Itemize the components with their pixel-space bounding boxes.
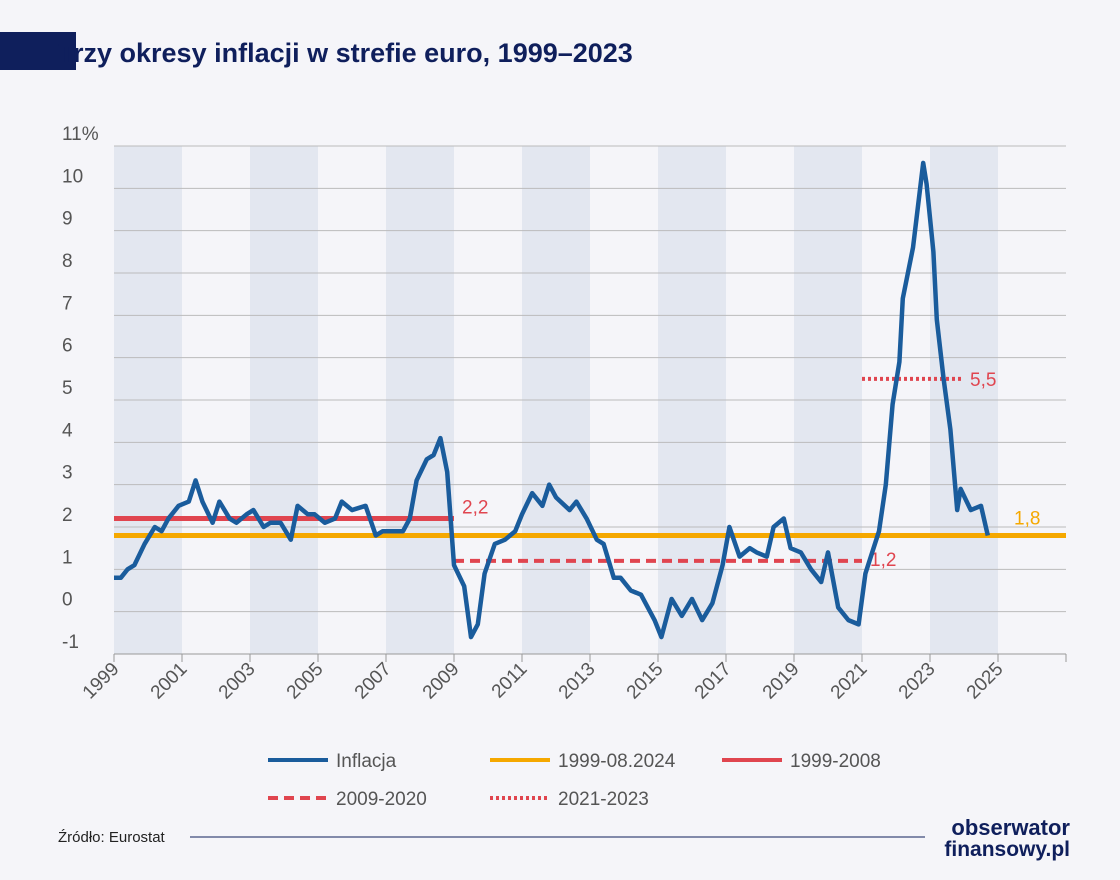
reference-label: 5,5 [970,370,996,391]
legend-label: 1999-2008 [790,751,881,772]
source: Źródło: Eurostat [58,829,166,846]
y-tick-label: -1 [62,632,79,653]
y-tick-label: 9 [62,209,73,230]
title-block [0,32,76,70]
y-tick-label: 5 [62,378,73,399]
logo-top: obserwator [951,815,1070,840]
y-tick-label: 0 [62,590,73,611]
y-tick-label: 1 [62,547,73,568]
legend-label: 2009-2020 [336,789,427,810]
x-tick-label: 2013 [555,659,600,704]
x-tick-label: 2023 [895,659,940,704]
logo-bottom: finansowy.pl [944,838,1070,861]
y-tick-label: 7 [62,293,73,314]
x-tick-label: 2019 [759,659,804,704]
y-tick-label: 10 [62,166,83,187]
series-line [114,160,990,640]
x-tick-label: 2011 [488,659,532,703]
reference-label: 1,2 [870,550,896,571]
y-tick-label: 6 [62,336,73,357]
x-tick-label: 2025 [963,659,1008,704]
legend-label: 2021-2023 [558,789,649,810]
x-tick-label: 2001 [147,659,192,704]
reference-label: 2,2 [462,498,488,519]
x-tick-label: 1999 [79,659,124,704]
y-tick-label: 3 [62,463,73,484]
chart-title: Trzy okresy inflacji w strefie euro, 199… [58,38,633,68]
x-tick-label: 2009 [419,659,464,704]
x-tick-label: 2003 [215,659,260,704]
reference-label: 1,8 [1014,508,1040,529]
x-tick-label: 2015 [623,659,668,704]
y-tick-label: 11% [62,124,99,145]
x-tick-label: 2021 [827,659,872,704]
y-tick-label: 2 [62,505,73,526]
x-tick-label: 2005 [283,659,328,704]
y-tick-label: 8 [62,251,73,272]
x-tick-label: 2007 [351,659,396,704]
legend-label: 1999-08.2024 [558,751,676,772]
y-tick-label: 4 [62,420,73,441]
x-tick-label: 2017 [691,659,736,704]
legend-label: Inflacja [336,751,397,772]
